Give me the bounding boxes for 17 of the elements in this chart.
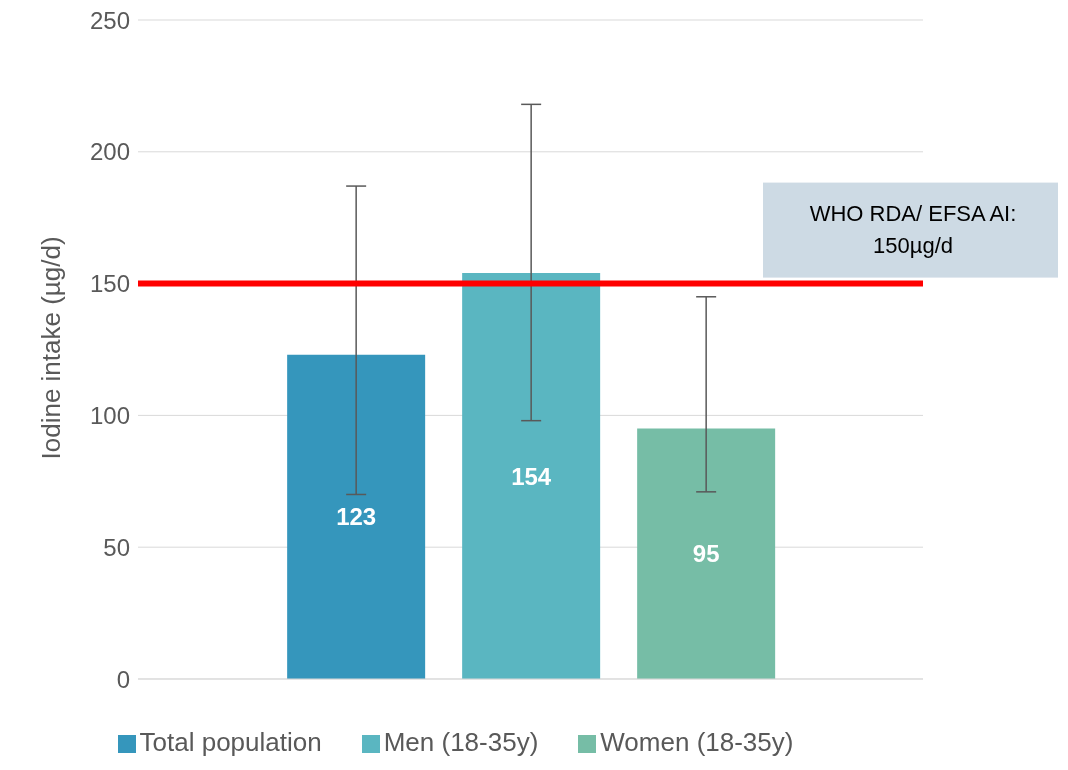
y-tick-label: 50 <box>103 533 130 561</box>
bar <box>462 273 601 679</box>
bar <box>287 354 426 679</box>
data-label: 123 <box>336 503 377 531</box>
legend-label: Women (18-35y) <box>600 727 794 757</box>
ref-line-label: WHO RDA/ EFSA AI: 150µg/d <box>809 200 1017 258</box>
y-tick-label: 200 <box>89 138 130 166</box>
bar <box>637 428 776 679</box>
data-label: 154 <box>511 462 552 490</box>
y-tick-label: 0 <box>116 665 130 693</box>
y-tick-label: 250 <box>89 6 130 34</box>
y-axis-title: Iodine intake (µg/d) <box>36 236 67 460</box>
data-label: 95 <box>692 540 720 568</box>
y-tick-label: 100 <box>89 401 130 429</box>
y-tick-label: 150 <box>89 270 130 298</box>
legend-label: Total population <box>139 727 322 757</box>
legend-label: Men (18-35y) <box>383 727 539 757</box>
